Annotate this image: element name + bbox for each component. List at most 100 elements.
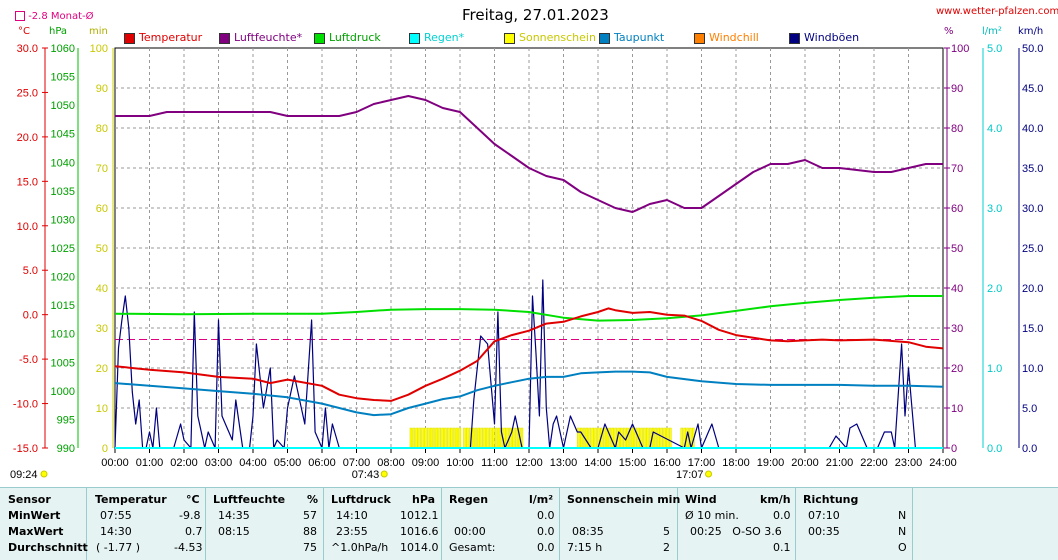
unit-wind: km/h (1018, 26, 1044, 37)
wind-tick-label: 15.0 (1022, 323, 1043, 335)
x-tick-label: 20:00 (791, 457, 819, 469)
unit-minutes: min (89, 26, 108, 37)
temp-tick-label: 5.0 (23, 265, 38, 277)
sunset-icon (705, 470, 713, 478)
humidity-max-time: 08:15 (218, 525, 250, 538)
rain-tick-label: 1.0 (987, 363, 1002, 375)
minutes-tick-label: 70 (96, 163, 108, 175)
sunshine-bar (494, 427, 498, 449)
sunshine-bar (455, 427, 459, 449)
col-rain-unit: l/m² (529, 493, 554, 506)
sunshine-avg-value: 2 (663, 541, 670, 554)
wind-tick-label: 20.0 (1022, 283, 1043, 295)
x-tick-label: 19:00 (757, 457, 785, 469)
x-tick-label: 00:00 (101, 457, 129, 469)
minutes-tick-label: 0 (102, 443, 108, 455)
sunrise-icon (380, 470, 388, 478)
direction-row3-value: O (898, 541, 907, 554)
wind-tick-label: 40.0 (1022, 123, 1043, 135)
col-temp-header: Temperatur (95, 493, 167, 506)
sunshine-bar (497, 427, 501, 449)
sunshine-bar (438, 427, 441, 449)
sunset-time: 17:07 (676, 469, 704, 481)
current-time-icon (40, 470, 48, 478)
col-humidity-unit: % (307, 493, 319, 506)
temp-max-time: 14:30 (100, 525, 132, 538)
temp-avg-value: -4.53 (174, 541, 203, 554)
x-tick-label: 06:00 (308, 457, 336, 469)
pressure-tick-label: 995 (57, 414, 75, 426)
current-time: 09:24 (10, 469, 38, 481)
col-rain-header: Regen (449, 493, 489, 506)
legend-swatch (694, 32, 705, 44)
pressure-tick-label: 1020 (51, 272, 75, 284)
sunrise-time: 07:43 (352, 469, 380, 481)
percent-tick-label: 20 (951, 363, 963, 375)
x-tick-label: 14:00 (584, 457, 612, 469)
sunshine-bar (666, 427, 669, 449)
pressure-tick-label: 1000 (51, 386, 75, 398)
sunshine-bar (577, 427, 580, 449)
wind-tick-label: 10.0 (1022, 363, 1043, 375)
minutes-tick-label: 80 (96, 123, 108, 135)
sunshine-bar (654, 427, 658, 449)
x-tick-label: 18:00 (722, 457, 750, 469)
x-tick-label: 01:00 (136, 457, 164, 469)
temp-tick-label: 30.0 (17, 43, 38, 55)
unit-percent: % (944, 26, 954, 37)
wind-max-details: 00:25 O-SO 3.6 (690, 525, 782, 538)
sunshine-bar (421, 427, 424, 449)
rain-tick-label: 0.0 (987, 443, 1002, 455)
sunshine-bar (657, 427, 661, 449)
x-tick-label: 11:00 (481, 457, 508, 469)
pressure-tick-label: 1050 (51, 100, 75, 112)
col-direction-header: Richtung (803, 493, 859, 506)
sunshine-bar (646, 427, 649, 449)
month-average-text: -2.8 Monat-Ø (28, 11, 94, 22)
site-link[interactable]: www.wetter-pfalzen.com (936, 6, 1058, 17)
statistics-table: Sensor MinWert MaxWert Durchschnitt Temp… (0, 487, 1058, 560)
minutes-tick-label: 100 (90, 43, 108, 55)
sunshine-bar (452, 427, 456, 449)
wind-avg-label: Ø 10 min. (685, 509, 739, 522)
humidity-min-value: 57 (303, 509, 317, 522)
sunshine-bar (491, 427, 495, 449)
humidity-max-value: 88 (303, 525, 317, 538)
sunshine-bar (418, 427, 421, 449)
pressure-min-time: 14:10 (336, 509, 368, 522)
x-tick-label: 17:00 (688, 457, 716, 469)
temp-tick-label: 0.0 (23, 310, 38, 322)
sunshine-bar (585, 427, 589, 449)
legend-luftdruck: Luftdruck (314, 31, 381, 45)
sunshine-bar (660, 427, 663, 449)
unit-rain: l/m² (982, 26, 1002, 37)
row-label-max: MaxWert (8, 525, 64, 538)
direction-row2-value: N (898, 525, 907, 538)
series-taupunkt-line (114, 370, 944, 417)
x-tick-label: 09:00 (412, 457, 440, 469)
legend-swatch (124, 32, 135, 44)
percent-tick-label: 100 (951, 43, 969, 55)
pressure-tick-label: 1005 (51, 357, 75, 369)
rain-total-label: Gesamt: (449, 541, 496, 554)
minutes-tick-label: 60 (96, 203, 108, 215)
sunshine-bar (444, 427, 447, 449)
sunshine-bar (432, 427, 436, 449)
sunshine-bar (477, 427, 481, 449)
percent-tick-label: 50 (951, 243, 963, 255)
col-wind-unit: km/h (760, 493, 791, 506)
wind-avg-value: 0.1 (773, 541, 791, 554)
series-luftfeuchte-line (115, 95, 943, 213)
sunshine-bar (449, 427, 453, 449)
minutes-tick-label: 50 (96, 243, 108, 255)
sunshine-bar (426, 427, 430, 449)
legend-label: Luftfeuchte* (234, 31, 303, 44)
series-windboeen-line (114, 279, 943, 449)
x-tick-label: 07:00 (343, 457, 371, 469)
month-average-marker-icon (15, 11, 25, 21)
legend-label: Windchill (709, 31, 759, 44)
percent-tick-label: 60 (951, 203, 963, 215)
sunshine-bar (463, 427, 466, 449)
unit-pressure: hPa (49, 26, 68, 37)
legend-swatch (409, 32, 420, 44)
